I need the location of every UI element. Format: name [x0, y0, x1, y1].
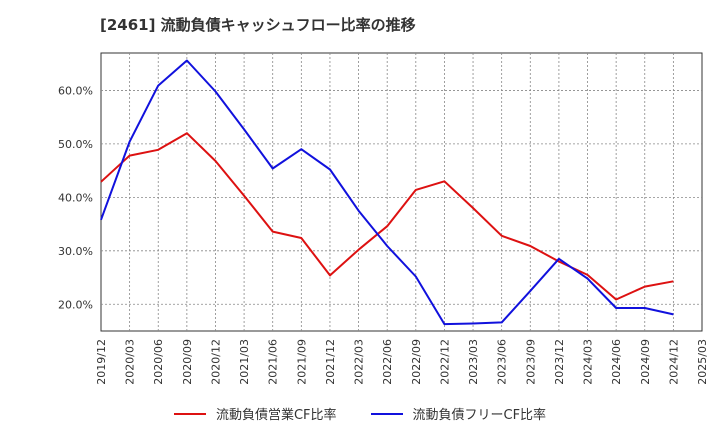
x-tick-label: 2025/03: [696, 339, 709, 385]
x-tick-label: 2020/09: [181, 339, 194, 385]
series-line-free-cf: [100, 59, 674, 326]
legend-swatch-red: [173, 412, 206, 415]
x-tick-label: 2024/06: [610, 339, 623, 385]
x-tick-label: 2021/12: [324, 339, 337, 385]
x-tick-label: 2024/12: [667, 339, 680, 385]
x-tick-label: 2024/03: [582, 339, 595, 385]
x-tick-label: 2022/09: [410, 339, 423, 385]
y-tick-label: 20.0%: [58, 298, 93, 311]
x-tick-label: 2024/09: [639, 339, 652, 385]
x-tick-label: 2020/06: [152, 339, 165, 385]
x-tick-label: 2023/12: [553, 339, 566, 385]
x-tick-label: 2022/06: [381, 339, 394, 385]
y-tick-label: 40.0%: [58, 191, 93, 204]
x-tick-label: 2021/06: [267, 339, 280, 385]
x-tick-label: 2019/12: [95, 339, 108, 385]
x-tick-label: 2021/09: [295, 339, 308, 385]
legend-label-operating-cf: 流動負債営業CF比率: [215, 408, 337, 423]
legend-swatch-blue: [370, 412, 403, 415]
legend-label-free-cf: 流動負債フリーCF比率: [412, 408, 547, 423]
x-tick-label: 2023/06: [496, 339, 509, 385]
x-tick-label: 2020/12: [209, 339, 222, 385]
x-tick-label: 2020/03: [124, 339, 137, 385]
x-tick-label: 2022/03: [353, 339, 366, 385]
legend-item-free-cf: 流動負債フリーCF比率: [370, 404, 547, 423]
y-tick-label: 50.0%: [58, 138, 93, 151]
y-tick-label: 60.0%: [58, 84, 93, 97]
x-tick-label: 2021/03: [238, 339, 251, 385]
x-tick-label: 2023/09: [524, 339, 537, 385]
x-tick-label: 2023/03: [467, 339, 480, 385]
series-line-operating-cf: [100, 132, 674, 301]
x-tick-label: 2022/12: [438, 339, 451, 385]
chart-legend: 流動負債営業CF比率 流動負債フリーCF比率: [0, 404, 720, 423]
y-tick-label: 30.0%: [58, 245, 93, 258]
plot-area: [100, 52, 703, 332]
legend-item-operating-cf: 流動負債営業CF比率: [173, 404, 337, 423]
chart-title: [2461] 流動負債キャッシュフロー比率の推移: [100, 16, 416, 34]
